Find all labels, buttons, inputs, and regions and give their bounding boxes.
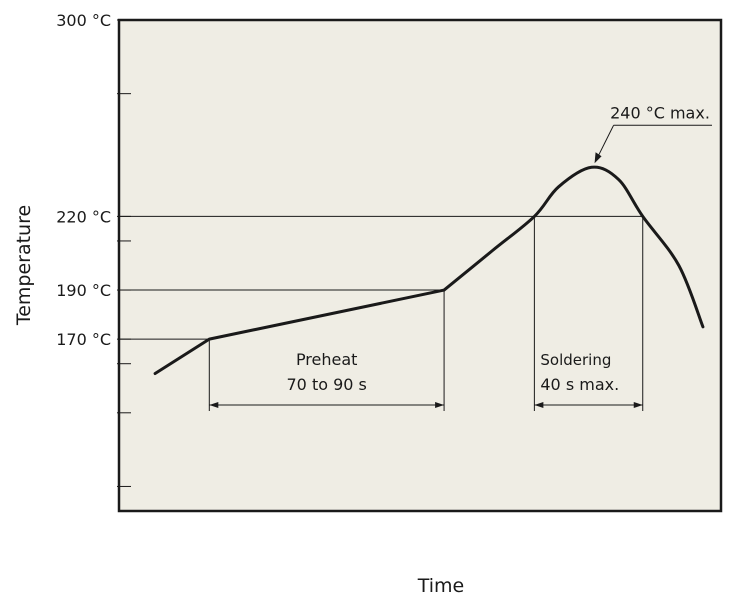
y-axis-tick-labels: 300 °C 220 °C 190 °C 170 °C bbox=[56, 11, 111, 349]
region-boundary-lines bbox=[208, 216, 644, 411]
reference-lines bbox=[119, 215, 643, 340]
y-tick-label: 190 °C bbox=[56, 281, 111, 300]
preheat-label: Preheat bbox=[296, 350, 358, 369]
preheat-duration-label: 70 to 90 s bbox=[287, 375, 367, 394]
peak-callout-arrowhead bbox=[594, 152, 602, 164]
soldering-arrow-head-left bbox=[534, 402, 544, 408]
soldering-label: Soldering bbox=[540, 351, 611, 369]
soldering-arrow-head-right bbox=[633, 402, 643, 408]
temperature-profile-line bbox=[153, 165, 705, 376]
y-tick-label: 220 °C bbox=[56, 207, 111, 226]
preheat-arrow-head-right bbox=[435, 402, 445, 408]
peak-label: 240 °C max. bbox=[610, 103, 710, 122]
y-axis-ticks bbox=[117, 19, 131, 487]
y-tick-label: 300 °C bbox=[56, 11, 111, 30]
y-tick-label: 170 °C bbox=[56, 330, 111, 349]
x-axis-title: Time bbox=[417, 575, 465, 597]
preheat-arrow-head-left bbox=[209, 402, 219, 408]
soldering-duration-label: 40 s max. bbox=[540, 375, 619, 394]
annotations: Preheat 70 to 90 s Soldering 40 s max. 240 °… bbox=[209, 103, 712, 408]
plot-area bbox=[117, 18, 723, 513]
y-axis-title: Temperature bbox=[13, 205, 35, 326]
